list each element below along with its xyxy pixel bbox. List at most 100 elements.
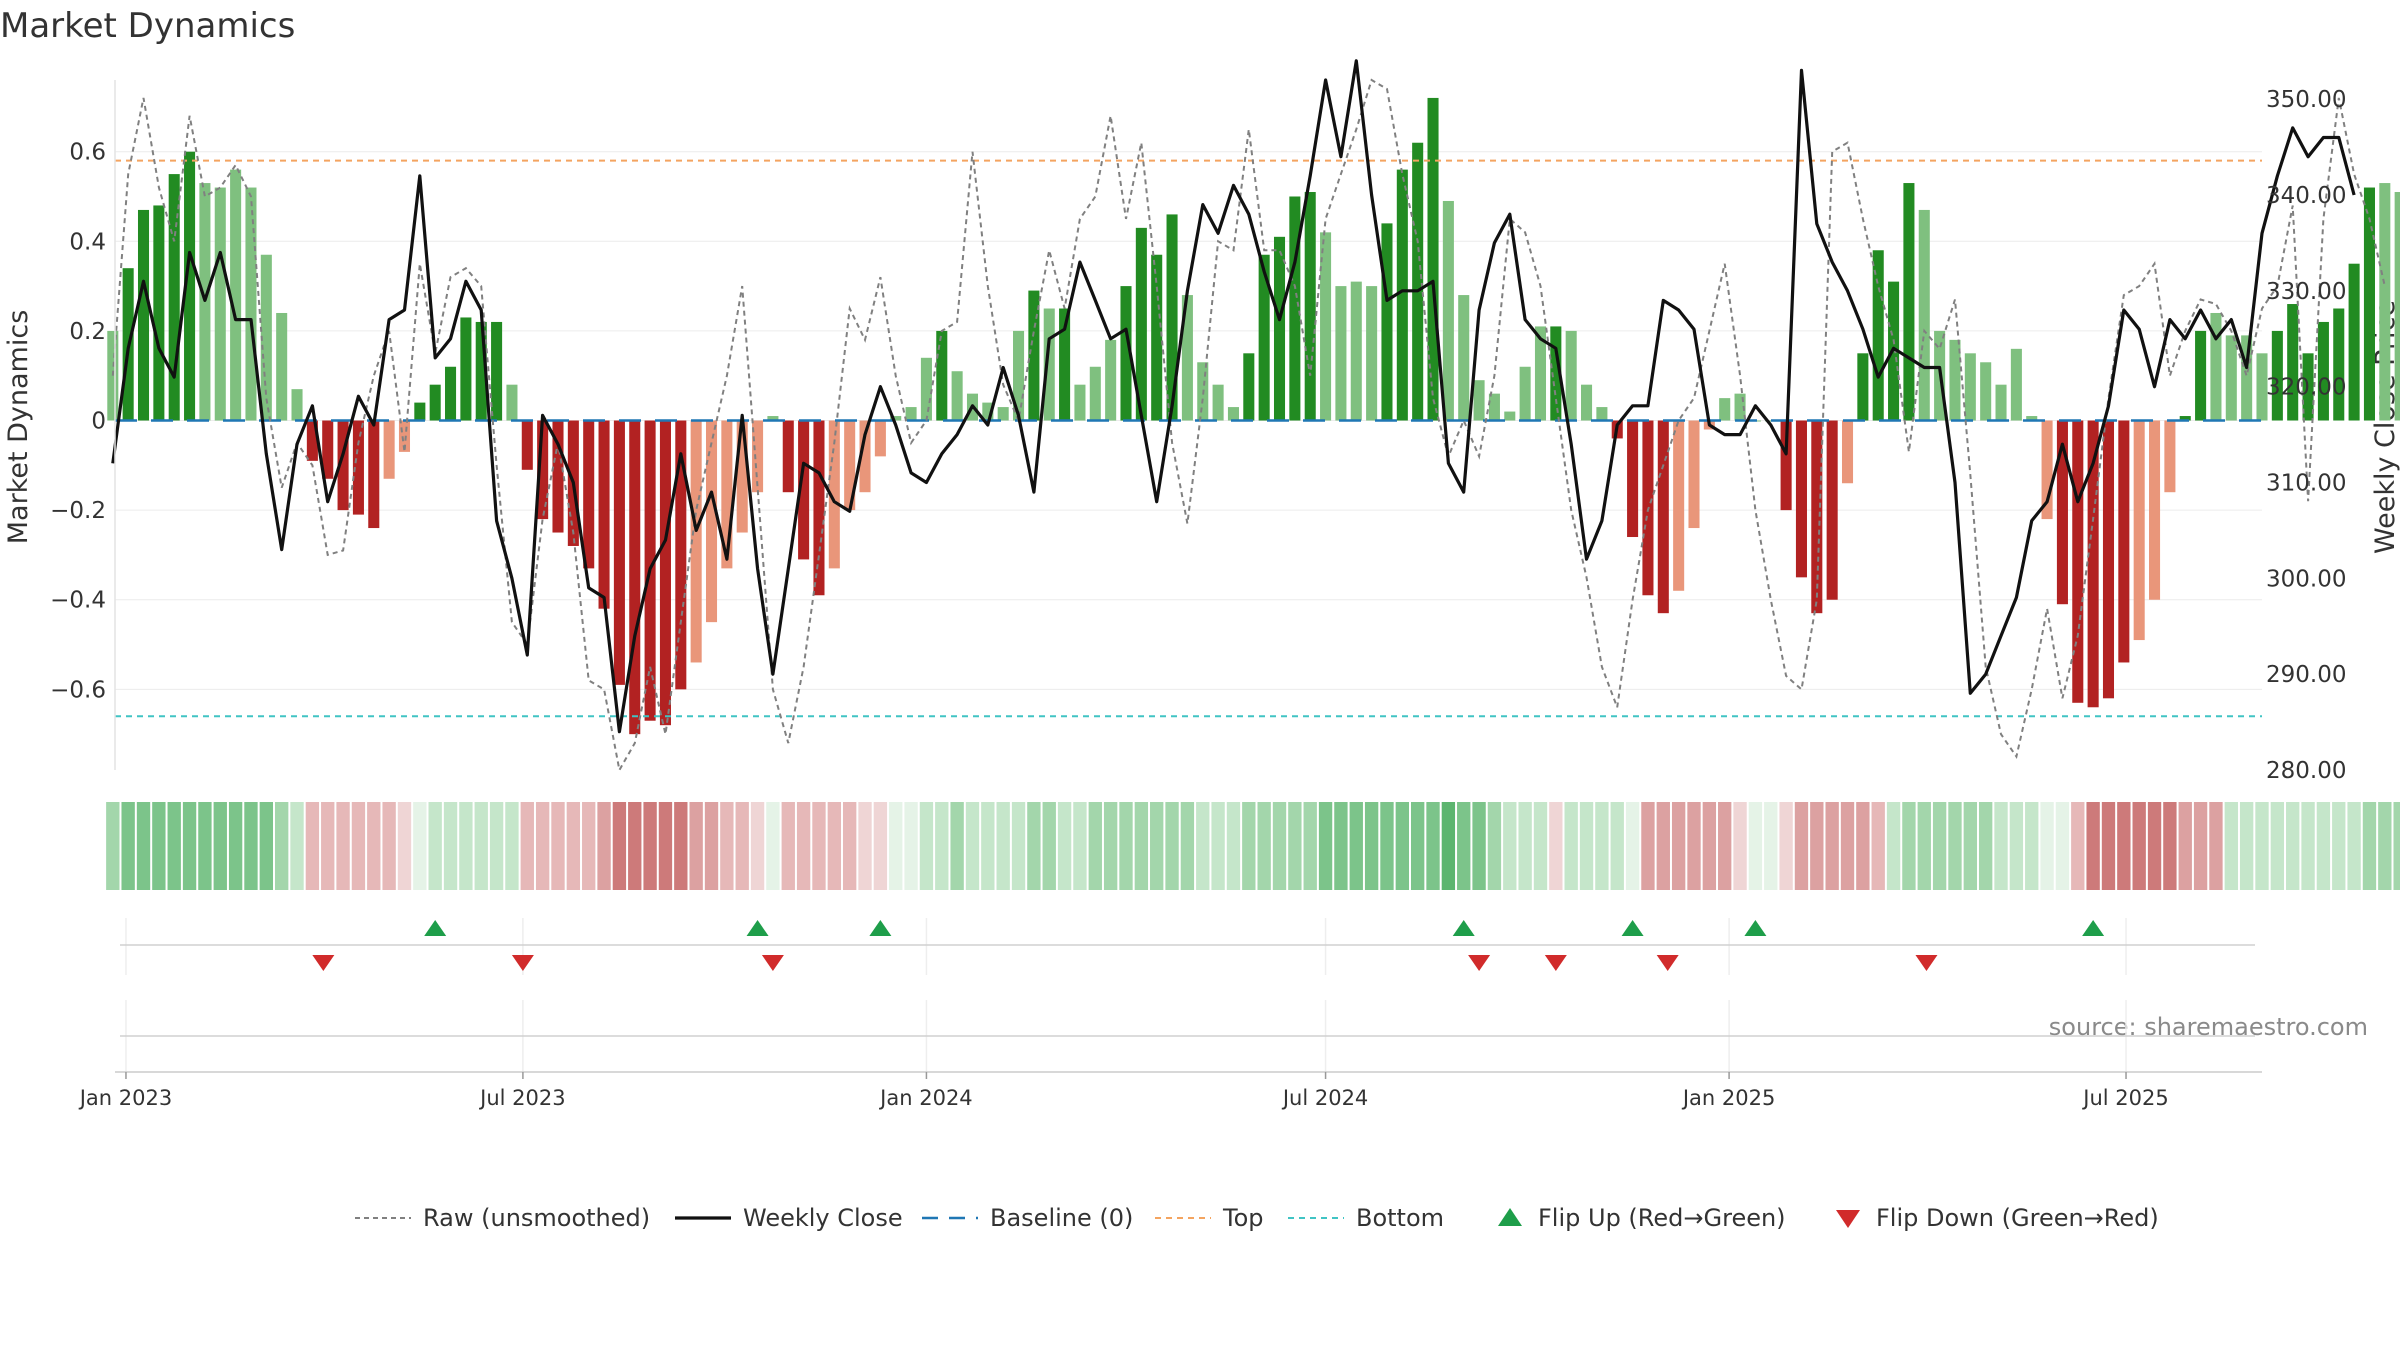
- band-segment: [597, 802, 611, 890]
- band-segment: [2316, 802, 2331, 890]
- legend-label: Bottom: [1356, 1204, 1444, 1232]
- dynamics-bar: [414, 402, 426, 421]
- band-segment: [1103, 802, 1118, 890]
- band-segment: [1840, 802, 1855, 890]
- band-segment: [1779, 802, 1793, 890]
- x-tick-label: Jul 2025: [2081, 1086, 2168, 1110]
- dynamics-bar: [1734, 393, 1746, 421]
- chart-title: Market Dynamics: [0, 6, 295, 46]
- dynamics-bar: [1289, 196, 1301, 421]
- band-segment: [658, 802, 673, 890]
- band-segment: [321, 802, 335, 890]
- dynamics-bar: [1304, 192, 1316, 421]
- band-segment: [2163, 802, 2177, 890]
- flip-up-marker: [1744, 920, 1767, 936]
- band-segment: [674, 802, 688, 890]
- band-segment: [1211, 802, 1225, 890]
- dynamics-bar: [2256, 353, 2268, 421]
- band-segment: [2086, 802, 2100, 890]
- y-right-tick-label: 310.00: [2266, 471, 2346, 497]
- dynamics-bar: [1488, 393, 1500, 421]
- dynamics-bar: [537, 420, 549, 520]
- dynamics-bar: [1120, 286, 1132, 421]
- axes-layer: 0.6 0.4 0.2 0 −0.2 −0.4 −0.6 350.00 340.00 330.00…: [50, 80, 2346, 1110]
- dynamics-bar: [936, 330, 948, 421]
- band-segment: [1518, 802, 1532, 890]
- band-segment: [1625, 802, 1640, 890]
- series-lines: [111, 59, 2386, 773]
- dynamics-bar: [2379, 183, 2391, 421]
- band-segment: [1794, 802, 1809, 890]
- dynamics-bar: [1673, 420, 1685, 591]
- band-segment: [351, 802, 366, 890]
- x-tick-label: Jan 2025: [1681, 1086, 1776, 1110]
- dynamics-bar: [890, 416, 902, 421]
- band-segment: [1073, 802, 1087, 890]
- dynamics-bar: [2195, 330, 2207, 421]
- dynamics-bar: [1227, 407, 1239, 421]
- dynamics-bar: [1427, 97, 1439, 421]
- dynamics-bar: [613, 420, 625, 685]
- y-right-tick-label: 320.00: [2266, 375, 2346, 401]
- dynamics-bar: [782, 420, 794, 493]
- dynamics-bar: [1903, 183, 1915, 421]
- band-segment: [1318, 802, 1333, 890]
- band-segment: [1257, 802, 1271, 890]
- band-segment: [413, 802, 427, 890]
- dynamics-bar: [1458, 295, 1470, 421]
- dynamics-bar: [383, 420, 395, 479]
- band-segment: [2209, 802, 2223, 890]
- dynamics-bar: [214, 187, 226, 421]
- band-segment: [1503, 802, 1517, 890]
- dynamics-bar: [1381, 223, 1393, 421]
- flip-down-marker: [511, 955, 534, 971]
- band-segment: [1472, 802, 1486, 890]
- dynamics-bar: [1258, 254, 1270, 421]
- strength-band-strip: [106, 802, 2400, 890]
- dynamics-bar: [398, 420, 411, 452]
- flip-down-marker: [1544, 955, 1567, 971]
- band-segment: [244, 802, 258, 890]
- y-right-tick-label: 330.00: [2266, 279, 2346, 305]
- band-segment: [1364, 802, 1379, 890]
- dynamics-bar: [721, 420, 733, 569]
- dynamics-bar: [2363, 187, 2375, 421]
- band-segment: [766, 802, 780, 890]
- dynamics-bar: [752, 420, 764, 493]
- flip-up-marker: [1621, 920, 1644, 936]
- dynamics-bars: [107, 97, 2400, 735]
- dynamics-bar: [2041, 420, 2053, 520]
- flip-down-marker: [1468, 955, 1491, 971]
- y-right-tick-label: 290.00: [2266, 662, 2346, 688]
- band-segment: [1733, 802, 1747, 890]
- x-tick-label: Jan 2024: [878, 1086, 973, 1110]
- dynamics-bar: [1765, 420, 1777, 422]
- dynamics-bar: [2210, 312, 2222, 421]
- legend-flip-up-swatch: [1498, 1208, 1522, 1226]
- dynamics-bar: [107, 330, 119, 421]
- dynamics-bar: [184, 151, 196, 421]
- band-segment: [996, 802, 1010, 890]
- band-segment: [1395, 802, 1409, 890]
- band-segment: [1196, 802, 1210, 890]
- y-right-tick-label: 350.00: [2266, 87, 2346, 113]
- dynamics-bar: [429, 384, 441, 421]
- dynamics-bar: [629, 420, 641, 735]
- band-segment: [2117, 802, 2131, 890]
- dynamics-bar: [230, 169, 242, 421]
- band-segment: [2270, 802, 2285, 890]
- dynamics-bar: [1243, 353, 1255, 421]
- dynamics-bar: [1366, 286, 1378, 421]
- band-segment: [889, 802, 903, 890]
- dynamics-bar: [1105, 339, 1117, 421]
- band-segment: [1856, 802, 1870, 890]
- band-segment: [965, 802, 980, 890]
- band-segment: [566, 802, 581, 890]
- band-segment: [735, 802, 749, 890]
- dynamics-bar: [1519, 366, 1531, 421]
- band-segment: [198, 802, 212, 890]
- dynamics-bar: [905, 407, 917, 421]
- band-segment: [1380, 802, 1394, 890]
- dynamics-bar: [2302, 353, 2314, 421]
- dynamics-bar: [2333, 308, 2345, 421]
